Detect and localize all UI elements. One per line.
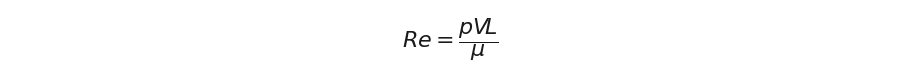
Text: $\mathit{Re} = \dfrac{\mathit{p}\mathit{V}\!\mathit{L}}{\mu}$: $\mathit{Re} = \dfrac{\mathit{p}\mathit{…: [401, 16, 499, 63]
